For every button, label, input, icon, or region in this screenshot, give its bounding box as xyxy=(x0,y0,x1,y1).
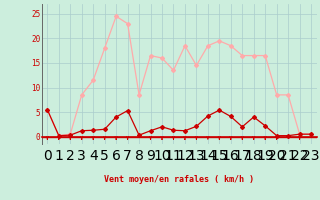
Text: Vent moyen/en rafales ( km/h ): Vent moyen/en rafales ( km/h ) xyxy=(104,175,254,184)
